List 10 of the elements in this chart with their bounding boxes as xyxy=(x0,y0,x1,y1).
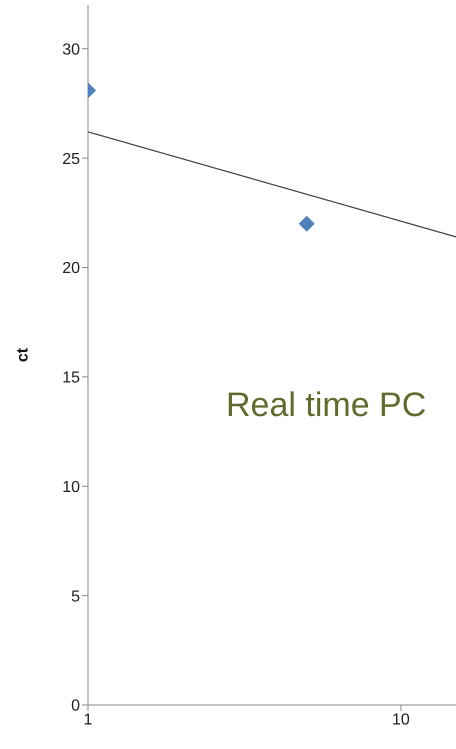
y-tick-label: 20 xyxy=(62,260,80,278)
y-tick-label: 10 xyxy=(62,478,80,496)
y-axis-title: ct xyxy=(14,347,32,362)
y-tick-label: 25 xyxy=(62,150,80,168)
y-tick-label: 30 xyxy=(62,41,80,58)
annotation: Real time PC xyxy=(226,386,426,425)
y-tick-label: 5 xyxy=(71,588,80,606)
y-tick-label: 0 xyxy=(71,698,80,715)
y-tick-label: 15 xyxy=(62,370,80,387)
x-tick-label: 1 xyxy=(84,711,93,728)
